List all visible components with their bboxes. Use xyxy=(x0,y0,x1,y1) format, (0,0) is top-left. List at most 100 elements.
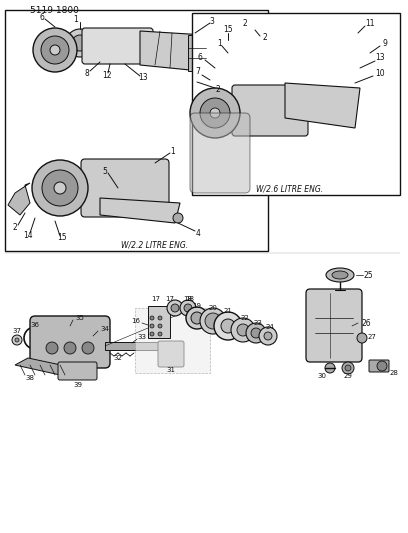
Circle shape xyxy=(54,182,66,194)
Circle shape xyxy=(325,363,335,373)
Circle shape xyxy=(200,98,230,128)
Circle shape xyxy=(32,160,88,216)
Text: 2: 2 xyxy=(243,19,247,28)
Circle shape xyxy=(237,324,249,336)
Text: 14: 14 xyxy=(23,231,33,240)
Text: 33: 33 xyxy=(137,334,146,340)
Text: 27: 27 xyxy=(368,334,377,340)
Circle shape xyxy=(191,312,203,324)
Bar xyxy=(148,306,170,338)
Text: 39: 39 xyxy=(73,382,82,388)
Circle shape xyxy=(221,319,235,333)
Bar xyxy=(188,35,206,71)
Circle shape xyxy=(51,326,79,354)
Text: 9: 9 xyxy=(383,38,388,47)
Text: 20: 20 xyxy=(208,305,217,311)
Text: 36: 36 xyxy=(31,322,40,328)
Circle shape xyxy=(82,342,94,354)
Circle shape xyxy=(231,318,255,342)
Circle shape xyxy=(200,308,226,334)
Text: 28: 28 xyxy=(390,370,399,376)
Text: 32: 32 xyxy=(113,355,122,361)
FancyBboxPatch shape xyxy=(190,113,250,193)
Text: 25: 25 xyxy=(363,271,373,279)
Text: 11: 11 xyxy=(365,19,375,28)
Circle shape xyxy=(173,213,183,223)
Circle shape xyxy=(64,342,76,354)
Circle shape xyxy=(171,304,179,312)
Text: 1: 1 xyxy=(171,147,175,156)
Text: 2: 2 xyxy=(13,223,18,232)
FancyBboxPatch shape xyxy=(81,159,169,217)
Text: 8: 8 xyxy=(84,69,89,78)
Text: W/2.2 LITRE ENG.: W/2.2 LITRE ENG. xyxy=(122,240,188,249)
Ellipse shape xyxy=(332,271,348,279)
Text: 5119 1800: 5119 1800 xyxy=(30,6,79,15)
Text: 12: 12 xyxy=(102,71,112,80)
Circle shape xyxy=(76,329,104,357)
Text: 1: 1 xyxy=(73,14,78,23)
Circle shape xyxy=(190,88,240,138)
Circle shape xyxy=(50,45,60,55)
FancyBboxPatch shape xyxy=(369,360,389,372)
Circle shape xyxy=(150,316,154,320)
Text: 13: 13 xyxy=(375,53,385,62)
Text: 10: 10 xyxy=(375,69,385,77)
Text: 18: 18 xyxy=(186,296,195,302)
Ellipse shape xyxy=(326,268,354,282)
Text: 21: 21 xyxy=(224,308,233,314)
Polygon shape xyxy=(160,342,168,350)
Circle shape xyxy=(42,170,78,206)
Circle shape xyxy=(357,333,367,343)
Text: 38: 38 xyxy=(25,375,35,381)
Text: 13: 13 xyxy=(138,74,148,83)
Circle shape xyxy=(251,328,261,338)
Circle shape xyxy=(214,312,242,340)
Circle shape xyxy=(46,342,58,354)
FancyBboxPatch shape xyxy=(306,289,362,362)
Circle shape xyxy=(246,323,266,343)
Circle shape xyxy=(259,327,277,345)
Text: 29: 29 xyxy=(344,373,353,379)
Circle shape xyxy=(72,35,88,51)
Text: 5: 5 xyxy=(102,166,107,175)
Text: 23: 23 xyxy=(253,320,262,326)
Circle shape xyxy=(205,313,221,329)
Text: 6: 6 xyxy=(40,12,44,21)
Text: W/2.6 LITRE ENG.: W/2.6 LITRE ENG. xyxy=(257,184,324,193)
Circle shape xyxy=(15,338,19,342)
Circle shape xyxy=(82,335,98,351)
Bar xyxy=(105,342,160,350)
Text: 18: 18 xyxy=(184,296,193,302)
Circle shape xyxy=(167,300,183,316)
Circle shape xyxy=(41,36,69,64)
Circle shape xyxy=(158,324,162,328)
Text: 3: 3 xyxy=(210,17,215,26)
Polygon shape xyxy=(140,31,205,71)
Text: 31: 31 xyxy=(166,367,175,373)
Text: 17: 17 xyxy=(166,296,175,302)
Text: 34: 34 xyxy=(100,326,109,332)
Text: 35: 35 xyxy=(75,315,84,321)
Text: 2: 2 xyxy=(215,85,220,94)
Circle shape xyxy=(43,318,87,362)
Circle shape xyxy=(150,324,154,328)
Circle shape xyxy=(180,300,196,316)
FancyBboxPatch shape xyxy=(58,362,97,380)
Text: 15: 15 xyxy=(57,233,67,243)
FancyBboxPatch shape xyxy=(82,28,153,64)
Circle shape xyxy=(12,335,22,345)
Text: 4: 4 xyxy=(195,229,200,238)
Text: 37: 37 xyxy=(13,328,22,334)
FancyBboxPatch shape xyxy=(30,316,110,368)
Circle shape xyxy=(345,365,351,371)
Polygon shape xyxy=(100,198,180,223)
Circle shape xyxy=(158,316,162,320)
Circle shape xyxy=(66,29,94,57)
Circle shape xyxy=(342,362,354,374)
Text: 17: 17 xyxy=(151,296,160,302)
Polygon shape xyxy=(285,83,360,128)
Text: 30: 30 xyxy=(317,373,326,379)
Circle shape xyxy=(33,28,77,72)
Circle shape xyxy=(150,332,154,336)
